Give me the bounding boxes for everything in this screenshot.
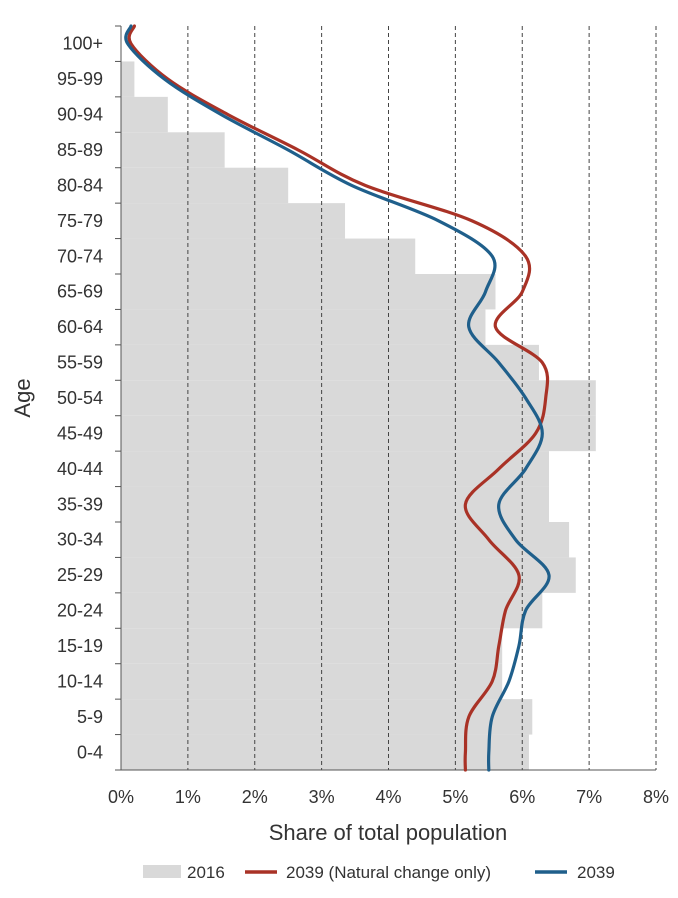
y-tick-label-95-99: 95-99 xyxy=(57,69,103,89)
y-tick-label-0-4: 0-4 xyxy=(77,742,103,762)
bar-2016-60-64 xyxy=(121,309,486,345)
y-tick-label-55-59: 55-59 xyxy=(57,353,103,373)
y-tick-label-90-94: 90-94 xyxy=(57,105,103,125)
y-tick-label-100plus: 100+ xyxy=(62,34,103,54)
y-tick-label-70-74: 70-74 xyxy=(57,246,103,266)
y-tick-label-45-49: 45-49 xyxy=(57,423,103,443)
bar-2016-35-39 xyxy=(121,486,549,522)
bar-2016-70-74 xyxy=(121,238,416,274)
y-tick-label-30-34: 30-34 xyxy=(57,530,103,550)
bar-2016-30-34 xyxy=(121,522,570,558)
y-tick-label-25-29: 25-29 xyxy=(57,565,103,585)
y-tick-label-10-14: 10-14 xyxy=(57,671,103,691)
bar-2016-15-19 xyxy=(121,628,503,664)
bar-2016-75-79 xyxy=(121,203,346,239)
y-tick-label-60-64: 60-64 xyxy=(57,317,103,337)
x-tick-label-3: 3% xyxy=(309,787,335,807)
y-tick-label-40-44: 40-44 xyxy=(57,459,103,479)
bar-2016-85-89 xyxy=(121,132,225,168)
y-tick-label-65-69: 65-69 xyxy=(57,282,103,302)
x-tick-label-5: 5% xyxy=(442,787,468,807)
legend-swatch-2016 xyxy=(143,865,181,878)
y-tick-label-50-54: 50-54 xyxy=(57,388,103,408)
line-2039 xyxy=(124,24,551,772)
bar-2016-40-44 xyxy=(121,451,549,487)
bar-2016-90-94 xyxy=(121,96,168,133)
x-tick-label-7: 7% xyxy=(576,787,602,807)
x-tick-label-4: 4% xyxy=(375,787,401,807)
y-tick-label-5-9: 5-9 xyxy=(77,707,103,727)
legend-label-2039-natural: 2039 (Natural change only) xyxy=(286,863,491,882)
y-tick-label-80-84: 80-84 xyxy=(57,175,103,195)
y-tick-label-85-89: 85-89 xyxy=(57,140,103,160)
y-tick-label-75-79: 75-79 xyxy=(57,211,103,231)
bar-2016-10-14 xyxy=(121,663,503,700)
bars-layer xyxy=(121,61,596,770)
legend-label-2039: 2039 xyxy=(577,863,615,882)
x-tick-label-6: 6% xyxy=(509,787,535,807)
bar-2016-55-59 xyxy=(121,344,539,381)
bar-2016-20-24 xyxy=(121,592,543,629)
legend: 2016 2039 (Natural change only) 2039 xyxy=(143,863,615,882)
bar-2016-5-9 xyxy=(121,699,533,735)
labels-layer: 0-4 5-9 10-14 15-19 20-24 25-29 30-34 35-39 40-4… xyxy=(57,34,669,807)
y-axis-title: Age xyxy=(10,378,35,417)
axis-layer xyxy=(115,25,656,771)
bar-2016-25-29 xyxy=(121,557,576,593)
y-tick-label-35-39: 35-39 xyxy=(57,494,103,514)
line-2039-natural-change xyxy=(127,24,550,772)
lines-layer xyxy=(124,24,551,772)
bar-2016-95-99 xyxy=(121,61,135,97)
x-tick-label-0: 0% xyxy=(108,787,134,807)
x-axis-title: Share of total population xyxy=(269,820,508,845)
x-tick-label-8: 8% xyxy=(643,787,669,807)
bar-2016-45-49 xyxy=(121,415,596,452)
x-tick-label-1: 1% xyxy=(175,787,201,807)
bar-2016-0-4 xyxy=(121,734,529,770)
bar-2016-65-69 xyxy=(121,274,496,310)
y-tick-label-15-19: 15-19 xyxy=(57,636,103,656)
grid-layer xyxy=(187,26,657,770)
bar-2016-80-84 xyxy=(121,167,289,204)
x-tick-label-2: 2% xyxy=(242,787,268,807)
legend-label-2016: 2016 xyxy=(187,863,225,882)
y-tick-label-20-24: 20-24 xyxy=(57,601,103,621)
